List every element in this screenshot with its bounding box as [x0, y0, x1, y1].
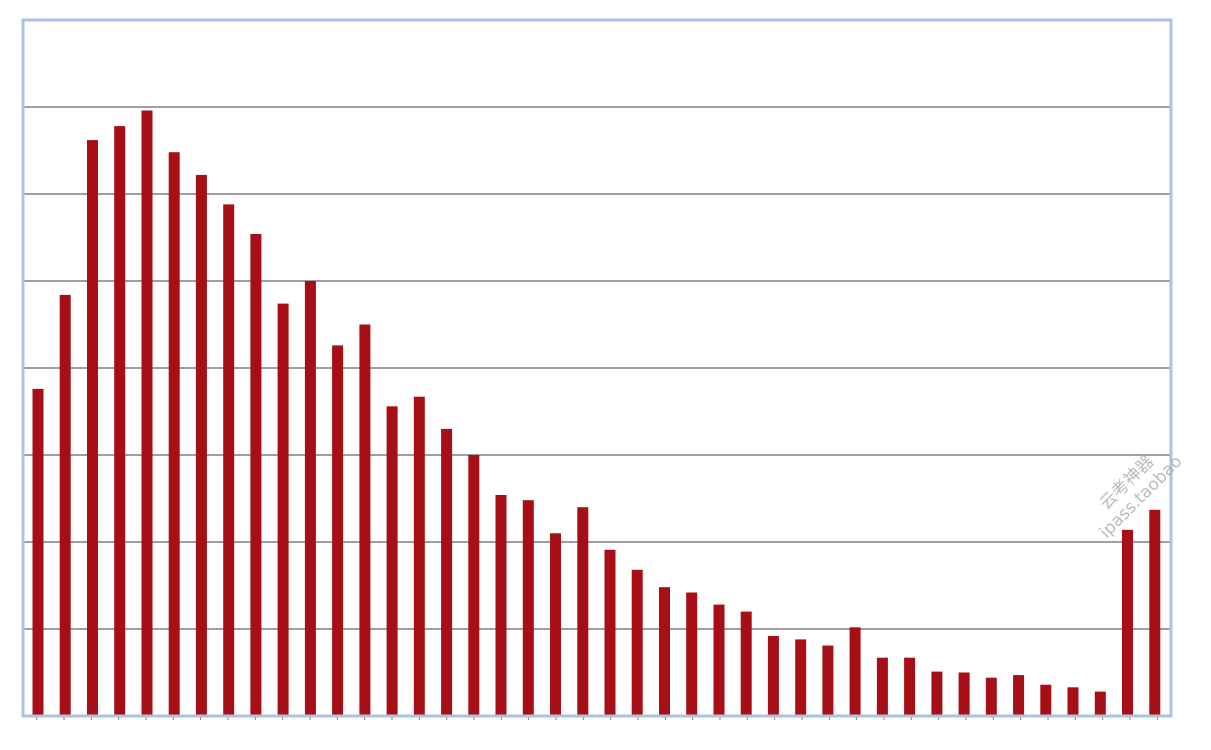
bar [740, 611, 752, 716]
bar [604, 549, 616, 716]
gridlines [23, 106, 1171, 630]
bar [114, 126, 126, 717]
bar [1149, 509, 1161, 716]
bar [87, 140, 98, 717]
bar [577, 507, 589, 716]
bar [168, 152, 180, 716]
bar [876, 657, 888, 716]
bar [767, 636, 779, 716]
bar [686, 592, 698, 716]
bar [332, 345, 344, 716]
bar [550, 533, 561, 716]
bar [958, 672, 970, 716]
bar [1094, 691, 1106, 716]
bar [1013, 675, 1025, 716]
bar [1122, 529, 1133, 716]
bar [413, 396, 425, 716]
bar [32, 388, 44, 716]
bar [1067, 687, 1079, 716]
bar [359, 324, 371, 716]
bar [849, 627, 861, 716]
bar [277, 303, 289, 716]
bar [386, 406, 398, 716]
bar [59, 294, 71, 716]
bar [304, 281, 316, 716]
bar [250, 234, 262, 716]
bar [822, 645, 834, 716]
bar [631, 569, 643, 716]
bar [223, 204, 235, 716]
bar [659, 587, 670, 716]
bar [985, 677, 997, 716]
bar [495, 495, 507, 716]
bar-series [32, 110, 1161, 717]
bar [195, 174, 207, 716]
bar [713, 604, 725, 716]
bar [522, 500, 534, 716]
bar [141, 110, 153, 716]
bar [904, 657, 916, 716]
bar [795, 639, 807, 716]
bar [1040, 684, 1052, 716]
chart-frame [21, 18, 1173, 718]
bar [441, 428, 453, 716]
bar [468, 455, 480, 716]
bar [931, 671, 943, 716]
